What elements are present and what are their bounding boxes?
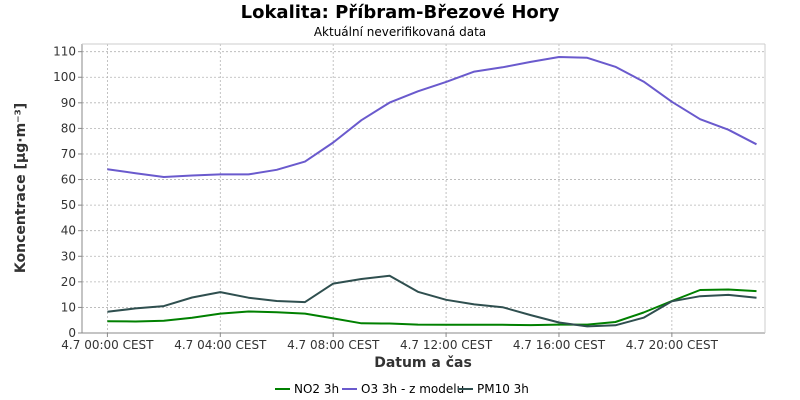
x-tick-label: 4.7 12:00 CEST (400, 338, 493, 352)
legend-label: PM10 3h (477, 382, 529, 396)
y-tick-label: 0 (68, 326, 76, 340)
grid-lines (82, 44, 765, 333)
x-axis-title: Datum a čas (374, 355, 472, 371)
series-line-o3 (107, 56, 757, 178)
y-tick-label: 60 (61, 173, 76, 187)
x-tick-label: 4.7 08:00 CEST (287, 338, 380, 352)
y-tick-label: 10 (61, 300, 76, 314)
plot-area (82, 44, 765, 333)
chart-title: Lokalita: Příbram-Březové Hory (241, 2, 560, 23)
y-tick-label: 50 (61, 198, 76, 212)
y-axis-ticks: 0 10 20 30 40 50 60 70 80 90 100 110 (53, 45, 82, 340)
legend-label: NO2 3h (294, 382, 339, 396)
y-tick-label: 110 (53, 45, 76, 59)
series-lines (107, 56, 757, 328)
chart-subtitle: Aktuální neverifikovaná data (314, 25, 486, 39)
y-tick-label: 30 (61, 249, 76, 263)
y-tick-label: 80 (61, 121, 76, 135)
series-line-no2 (107, 288, 757, 327)
y-tick-label: 20 (61, 275, 76, 289)
y-axis-title: Koncentrace [µg·m⁻³] (13, 103, 29, 273)
axes (81, 43, 766, 334)
series-line-pm10 (107, 274, 757, 328)
x-tick-label: 4.7 04:00 CEST (174, 338, 267, 352)
y-tick-label: 90 (61, 96, 76, 110)
legend-label: O3 3h - z modelu (361, 382, 464, 396)
legend: NO2 3h O3 3h - z modelu PM10 3h (275, 382, 529, 396)
x-tick-label: 4.7 20:00 CEST (626, 338, 719, 352)
x-axis-ticks: 4.7 00:00 CEST 4.7 04:00 CEST 4.7 08:00 CE… (61, 333, 719, 352)
y-tick-label: 70 (61, 147, 76, 161)
y-tick-label: 40 (61, 224, 76, 238)
x-tick-label: 4.7 00:00 CEST (61, 338, 154, 352)
x-tick-label: 4.7 16:00 CEST (513, 338, 606, 352)
y-tick-label: 100 (53, 70, 76, 84)
